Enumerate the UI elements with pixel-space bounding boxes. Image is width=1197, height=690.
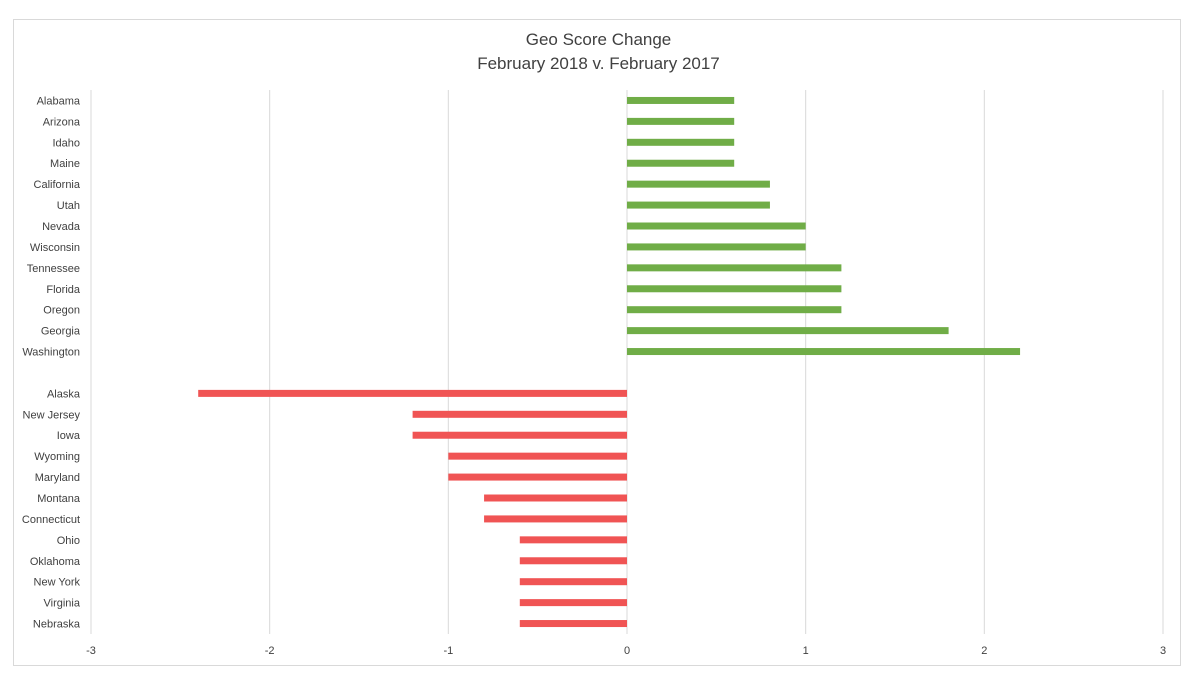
category-label: Virginia	[44, 598, 81, 610]
bar-alaska	[198, 389, 627, 397]
bar-connecticut	[484, 515, 627, 523]
category-label: Idaho	[52, 137, 80, 149]
bar-florida	[627, 285, 842, 293]
category-label: Wisconsin	[30, 242, 80, 254]
category-label: Oklahoma	[30, 556, 81, 568]
bar-tennessee	[627, 264, 842, 272]
category-label: Nebraska	[33, 619, 81, 631]
bar-idaho	[627, 138, 735, 146]
category-label: Utah	[57, 200, 80, 212]
gridlines	[90, 90, 1164, 634]
category-label: Florida	[46, 284, 81, 296]
bar-nebraska	[519, 620, 627, 628]
x-tick-label: 0	[624, 645, 630, 657]
category-label: Maryland	[35, 472, 80, 484]
category-labels: Alabama Arizona Idaho Maine California Utah Ne…	[22, 95, 81, 630]
x-tick-label: -1	[443, 645, 453, 657]
category-label: Arizona	[43, 116, 81, 128]
bar-montana	[484, 494, 627, 502]
category-label: Tennessee	[27, 263, 80, 275]
category-label: Oregon	[43, 305, 80, 317]
category-label: Nevada	[42, 221, 81, 233]
bar-wyoming	[448, 452, 627, 460]
category-label: Alabama	[37, 95, 81, 107]
bar-arizona	[627, 117, 735, 125]
bar-nevada	[627, 222, 806, 230]
category-label: New Jersey	[23, 409, 81, 421]
category-label: Georgia	[41, 326, 81, 338]
chart-title: Geo Score Change	[525, 30, 672, 49]
bar-utah	[627, 201, 770, 209]
chart-subtitle: February 2018 v. February 2017	[477, 54, 720, 73]
bar-new-jersey	[412, 410, 627, 418]
bar-iowa	[412, 431, 627, 439]
bar-wisconsin	[627, 243, 806, 251]
category-label: California	[34, 179, 81, 191]
category-label: Maine	[50, 158, 80, 170]
category-label: Ohio	[57, 535, 80, 547]
bar-new-york	[519, 578, 627, 586]
bar-washington	[627, 348, 1021, 356]
bar-georgia	[627, 327, 949, 335]
bar-maryland	[448, 473, 627, 481]
x-tick-label: -2	[265, 645, 275, 657]
category-label: Wyoming	[34, 451, 80, 463]
x-tick-label: 1	[803, 645, 809, 657]
bar-ohio	[519, 536, 627, 544]
x-tick-labels: -3 -2 -1 0 1 2 3	[86, 645, 1166, 657]
bar-california	[627, 180, 770, 188]
x-tick-label: 2	[981, 645, 987, 657]
category-label: New York	[34, 577, 81, 589]
category-label: Washington	[22, 347, 80, 359]
x-tick-label: 3	[1160, 645, 1166, 657]
category-label: Iowa	[57, 430, 81, 442]
bar-oklahoma	[519, 557, 627, 565]
bar-maine	[627, 159, 735, 167]
bar-alabama	[627, 96, 735, 104]
chart-title-block: Geo Score Change February 2018 v. Februa…	[0, 28, 1197, 76]
bar-virginia	[519, 599, 627, 607]
bars	[198, 96, 1021, 628]
x-tick-label: -3	[86, 645, 96, 657]
category-label: Montana	[37, 493, 81, 505]
bar-oregon	[627, 306, 842, 314]
category-label: Alaska	[47, 388, 81, 400]
category-label: Connecticut	[22, 514, 80, 526]
